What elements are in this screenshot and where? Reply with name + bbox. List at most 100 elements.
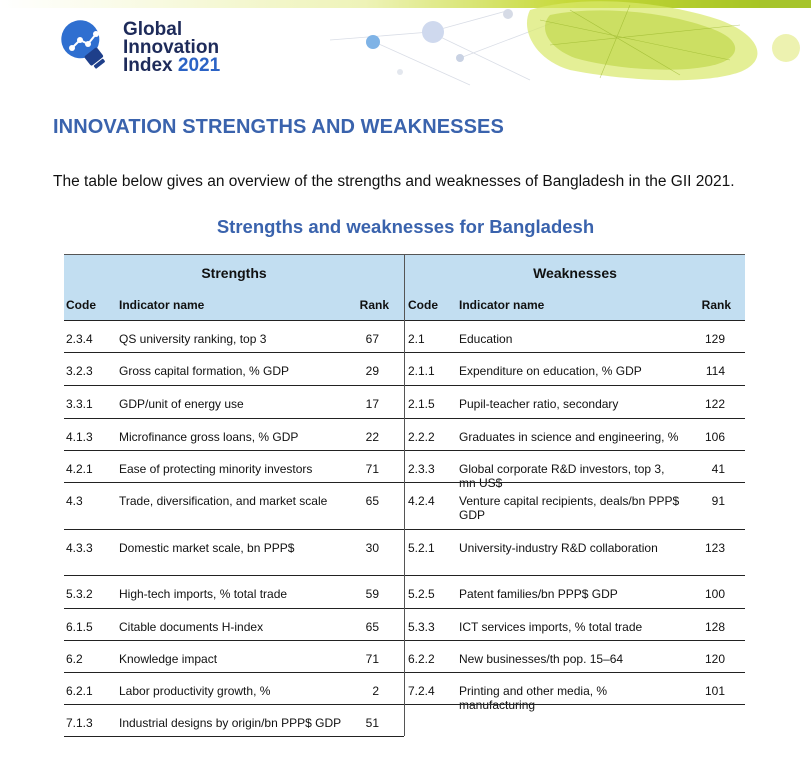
row-code: 5.3.2 (66, 587, 93, 601)
row-code: 6.2.1 (66, 684, 93, 698)
row-indicator-name: Trade, diversification, and market scale (119, 494, 328, 508)
row-rule (405, 640, 745, 641)
row-rule (405, 608, 745, 609)
row-rule (64, 482, 404, 483)
row-indicator-name: Education (459, 332, 513, 346)
strengths-header: Strengths (201, 265, 267, 281)
row-rank: 22 (365, 430, 379, 444)
row-rule (64, 672, 404, 673)
lightbulb-network-icon (61, 20, 105, 69)
row-code: 3.2.3 (66, 364, 93, 378)
intro-paragraph: The table below gives an overview of the… (53, 173, 735, 190)
row-rank: 30 (365, 541, 379, 555)
row-rank: 120 (704, 652, 725, 666)
row-code: 4.1.3 (66, 430, 93, 444)
row-code: 3.3.1 (66, 397, 93, 411)
row-rank: 67 (365, 332, 379, 346)
row-code: 2.3.3 (408, 462, 435, 476)
row-rule (405, 418, 745, 419)
row-indicator-name: Pupil-teacher ratio, secondary (459, 397, 619, 411)
row-indicator-name: Domestic market scale, bn PPP$ (119, 541, 295, 555)
decorative-network-graphic (329, 0, 811, 86)
row-indicator-name: Citable documents H-index (119, 620, 264, 634)
row-indicator-name: Ease of protecting minority investors (119, 462, 313, 476)
row-rule (405, 450, 745, 451)
row-rank: 2 (372, 684, 379, 698)
row-rule (64, 575, 404, 576)
row-rank: 100 (704, 587, 725, 601)
row-rule (405, 385, 745, 386)
row-rule (64, 385, 404, 386)
row-rank: 91 (711, 494, 725, 508)
strengths-name-header: Indicator name (119, 298, 205, 312)
row-rank: 65 (365, 494, 379, 508)
row-code: 7.1.3 (66, 716, 93, 730)
logo-index: Index (123, 55, 173, 76)
strengths-code-header: Code (66, 298, 96, 312)
row-rule (405, 704, 745, 705)
row-rank: 122 (704, 397, 725, 411)
row-rank: 106 (704, 430, 725, 444)
page-title: INNOVATION STRENGTHS AND WEAKNESSES (53, 116, 504, 138)
row-rule (64, 736, 404, 737)
row-code: 2.2.2 (408, 430, 435, 444)
row-code: 7.2.4 (408, 684, 435, 698)
row-indicator-name: University-industry R&D collaboration (459, 541, 658, 555)
strengths-weaknesses-table: Strengths Weaknesses Code Indicator name… (64, 254, 745, 737)
row-indicator-name: Industrial designs by origin/bn PPP$ GDP (119, 716, 342, 730)
row-rule (64, 352, 404, 353)
table-title: Strengths and weaknesses for Bangladesh (216, 216, 595, 237)
row-code: 4.2.4 (408, 494, 435, 508)
row-rank: 17 (365, 397, 379, 411)
row-rank: 128 (704, 620, 725, 634)
weaknesses-header: Weaknesses (533, 265, 617, 281)
row-indicator-name: QS university ranking, top 3 (119, 332, 267, 346)
row-indicator-name: Expenditure on education, % GDP (459, 364, 642, 378)
weaknesses-rank-header: Rank (701, 298, 731, 312)
row-rank: 101 (704, 684, 725, 698)
row-code: 4.2.1 (66, 462, 93, 476)
weaknesses-name-header: Indicator name (459, 298, 545, 312)
row-indicator-name: Gross capital formation, % GDP (119, 364, 290, 378)
top-color-band (0, 0, 811, 8)
row-rank: 114 (705, 364, 725, 378)
row-indicator-name: Printing and other media, % manufacturin… (459, 684, 608, 712)
row-rule (405, 482, 745, 483)
row-rank: 71 (365, 462, 379, 476)
row-rule (405, 352, 745, 353)
row-indicator-name: ICT services imports, % total trade (459, 620, 643, 634)
row-rule (64, 450, 404, 451)
row-code: 2.3.4 (66, 332, 93, 346)
row-rule (64, 529, 404, 530)
row-rank: 123 (704, 541, 725, 555)
row-code: 2.1.1 (408, 364, 435, 378)
row-code: 5.2.5 (408, 587, 435, 601)
row-code: 4.3.3 (66, 541, 93, 555)
row-rank: 59 (365, 587, 379, 601)
weaknesses-code-header: Code (408, 298, 438, 312)
row-indicator-name: Patent families/bn PPP$ GDP (459, 587, 618, 601)
logo-line-1: Global (123, 19, 183, 40)
row-code: 5.2.1 (408, 541, 435, 555)
logo-line-3: Index 2021 (123, 55, 221, 76)
logo-year: 2021 (177, 55, 221, 76)
row-code: 5.3.3 (408, 620, 435, 634)
row-rank: 65 (365, 620, 379, 634)
row-indicator-name: High-tech imports, % total trade (119, 587, 288, 601)
row-rule (64, 640, 404, 641)
strengths-rank-header: Rank (359, 298, 389, 312)
row-rule (64, 608, 404, 609)
row-rule (64, 418, 404, 419)
row-rule (405, 529, 745, 530)
row-rule (64, 704, 404, 705)
row-rank: 51 (365, 716, 379, 730)
row-rule (405, 575, 745, 576)
row-code: 4.3 (66, 494, 83, 508)
row-code: 6.2 (66, 652, 83, 666)
logo-line-2: Innovation (123, 37, 220, 58)
row-rank: 29 (365, 364, 379, 378)
row-code: 6.2.2 (408, 652, 435, 666)
row-rank: 41 (711, 462, 725, 476)
table-column-divider (404, 254, 405, 736)
row-indicator-name: Microfinance gross loans, % GDP (119, 430, 299, 444)
